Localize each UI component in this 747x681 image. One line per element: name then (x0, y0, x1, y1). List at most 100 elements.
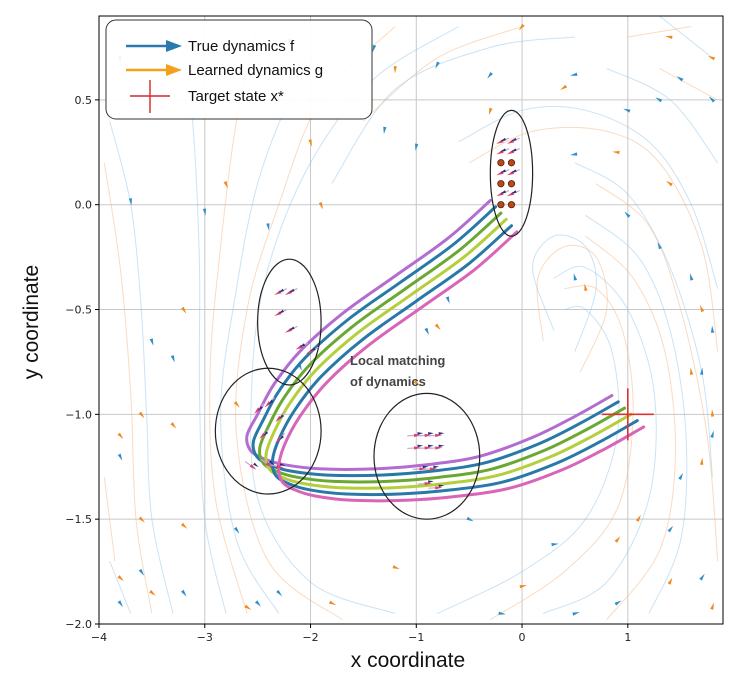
local-learned-arrow (264, 401, 271, 408)
learned-field-arrow (635, 514, 641, 522)
learned-field-arrow (233, 401, 240, 408)
local-learned-arrow (419, 467, 427, 471)
true-streamline (542, 265, 657, 614)
y-tick-label: −1.5 (65, 513, 92, 526)
annotation-line-1: Local matching (350, 353, 445, 368)
learned-field-arrow (117, 575, 124, 582)
local-true-arrow (510, 137, 517, 142)
learned-streamline (585, 235, 677, 621)
legend-label-learned: Learned dynamics g (188, 62, 323, 79)
true-field-arrow (573, 273, 578, 281)
local-true-arrow (428, 444, 434, 448)
learned-field-arrow (392, 565, 400, 570)
y-tick-label: −2.0 (65, 618, 92, 631)
true-field-arrow (445, 296, 450, 304)
y-tick-label: 0.0 (75, 199, 93, 212)
x-tick-label: −3 (197, 631, 213, 644)
true-field-arrow (572, 612, 580, 616)
local-true-arrow (279, 414, 284, 420)
x-tick-label: 0 (519, 631, 526, 644)
learned-field-arrow (488, 107, 493, 116)
true-field-arrow (678, 472, 684, 480)
true-field-arrow (657, 242, 662, 250)
local-true-arrow (278, 309, 284, 314)
local-region-ellipse (373, 392, 481, 520)
learned-field-arrow (149, 589, 156, 596)
local-learned-arrow (435, 486, 443, 490)
true-field-arrow (624, 211, 631, 218)
local-learned-arrow (275, 436, 282, 444)
true-streamline (659, 15, 713, 59)
local-true-arrow (500, 148, 507, 152)
local-learned-arrow (424, 482, 432, 486)
y-tick-label: −0.5 (65, 304, 92, 317)
learned-streamline (103, 477, 116, 562)
learned-field-arrow (665, 35, 673, 39)
local-true-arrow (417, 444, 424, 448)
learned-streamline (468, 126, 719, 352)
true-field-arrow (117, 600, 123, 608)
learned-field-arrow (518, 23, 525, 31)
local-learned-arrow (413, 446, 422, 450)
true-field-arrow (466, 516, 474, 522)
true-streamline (109, 560, 132, 614)
learned-field-arrow (244, 604, 252, 610)
local-true-arrow (428, 480, 434, 483)
local-region-ellipse (214, 367, 322, 495)
true-streamline (606, 67, 719, 164)
local-true-arrow (510, 190, 517, 194)
learned-field-arrow (710, 602, 715, 610)
x-tick-label: −4 (91, 631, 107, 644)
y-axis-label: y coordinate (20, 265, 43, 379)
local-true-arrow (309, 347, 316, 352)
local-true-arrow (438, 484, 445, 488)
local-true-arrow (288, 288, 295, 293)
plot-frame (98, 15, 724, 625)
true-field-arrow (180, 589, 187, 597)
learned-streamline (627, 26, 692, 38)
local-learned-arrow (424, 433, 432, 438)
true-field-arrow (415, 143, 419, 151)
learned-field-arrow (413, 380, 421, 387)
local-true-arrow (268, 399, 274, 405)
true-streamline (183, 26, 227, 614)
true-field-arrow (202, 208, 207, 216)
learned-field-arrow (223, 181, 228, 189)
y-tick-label: −1.0 (65, 408, 92, 421)
local-true-arrow (279, 463, 286, 466)
local-learned-arrow (275, 415, 282, 423)
y-tick-label: 0.5 (75, 94, 93, 107)
true-field-arrow (623, 108, 631, 113)
start-point (507, 201, 516, 209)
local-learned-arrow (424, 446, 432, 450)
local-region-ellipse (257, 258, 322, 386)
local-true-arrow (263, 431, 269, 437)
true-field-arrow (233, 526, 240, 534)
true-field-arrow (655, 97, 663, 103)
learned-field-arrow (667, 577, 673, 585)
true-field-arrow (266, 223, 270, 231)
learned-field-arrow (700, 457, 704, 465)
learned-field-arrow (170, 422, 177, 429)
local-true-arrow (257, 405, 263, 412)
true-streamline (574, 162, 713, 478)
local-true-arrow (279, 435, 284, 441)
learned-field-arrow (614, 536, 621, 543)
start-point (507, 159, 516, 167)
true-field-arrow (676, 76, 684, 82)
true-field-arrow (708, 96, 716, 103)
learned-field-arrow (519, 585, 527, 589)
learned-field-arrow (138, 411, 145, 419)
learned-field-arrow (180, 522, 188, 529)
true-field-arrow (690, 273, 694, 281)
annotation-line-2: of dynamics (350, 374, 426, 389)
learned-field-arrow (665, 180, 673, 187)
true-field-arrow (699, 367, 704, 375)
true-field-arrow (699, 573, 705, 581)
learned-field-arrow (560, 84, 568, 91)
local-true-arrow (417, 432, 424, 435)
local-learned-arrow (435, 446, 443, 450)
legend-arrow-head (166, 40, 182, 52)
local-true-arrow (278, 288, 284, 293)
